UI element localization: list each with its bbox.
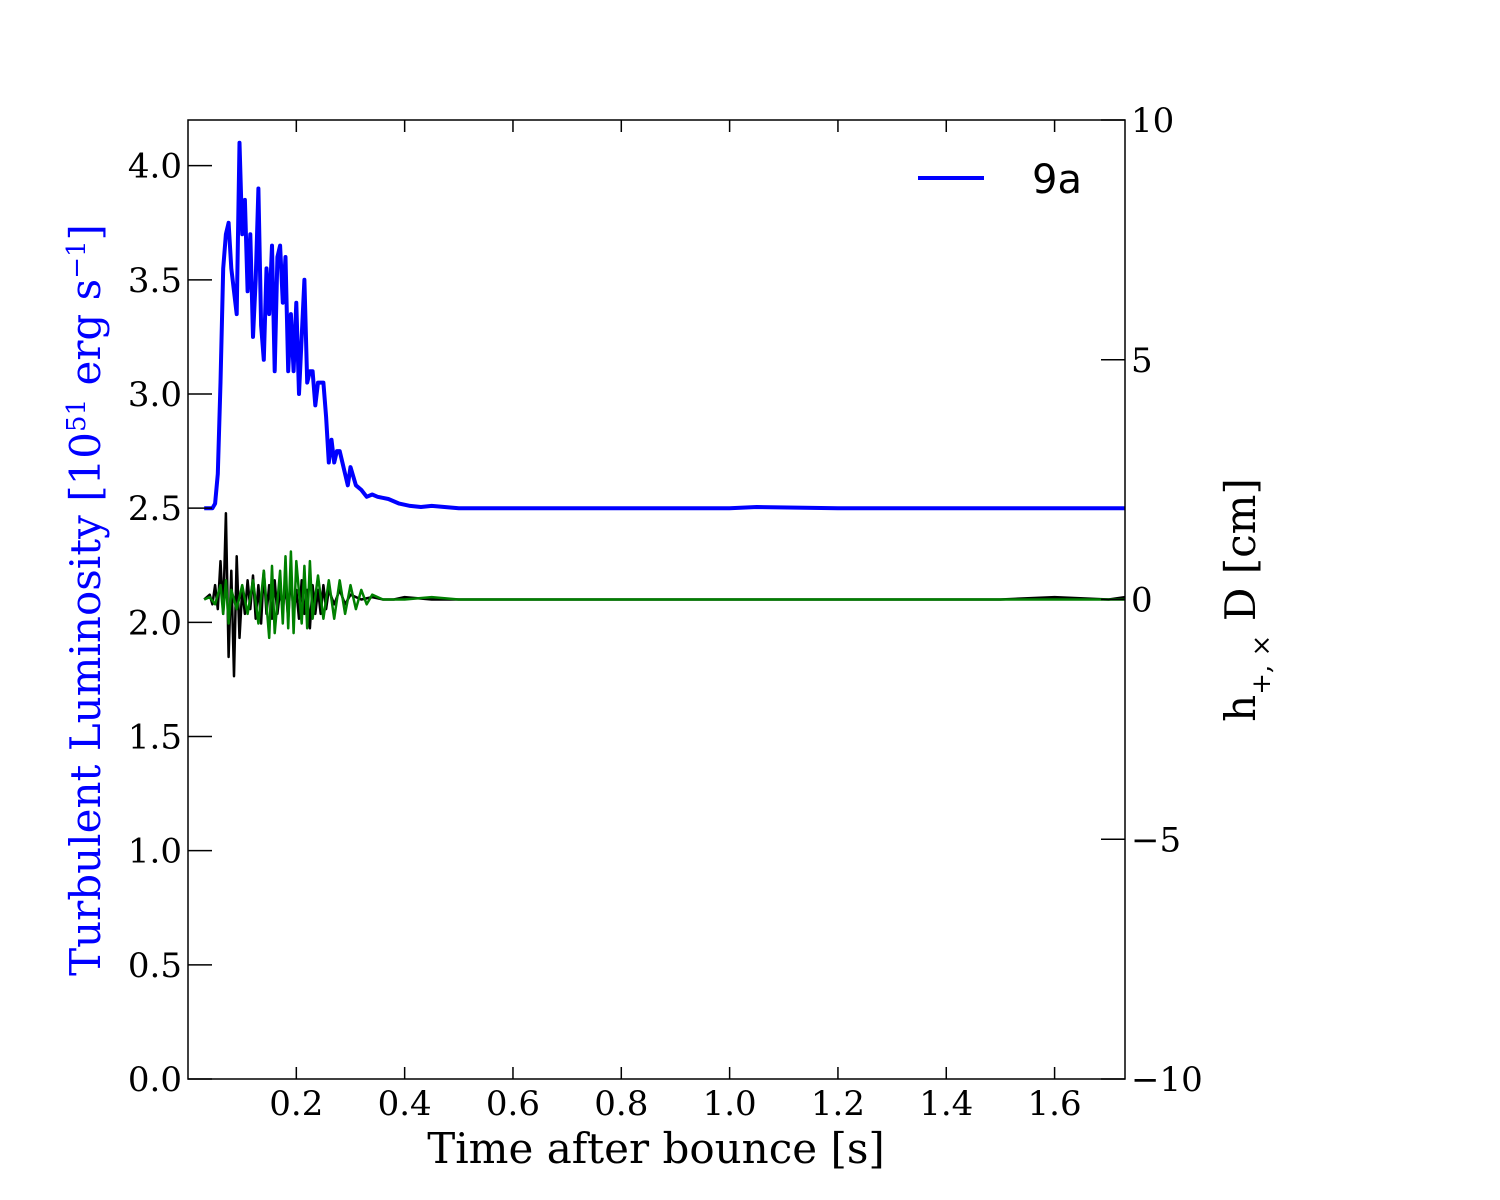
x-axis-label: Time after bounce [s] [427,1124,885,1173]
y-left-ticks: 0.0 0.5 1.0 1.5 2.0 2.5 3.0 3.5 4.0 [128,147,212,1100]
y-left-tick-label: 2.5 [128,489,182,529]
y-right-tick-label: −5 [1131,820,1181,860]
y-right-tick-label: −10 [1131,1060,1203,1100]
legend: 9a [918,157,1082,203]
series-line-9a [204,140,1125,511]
x-ticks: 0.2 0.4 0.6 0.8 1.0 1.2 1.4 1.6 [269,120,1082,1124]
y-left-tick-label: 2.0 [128,603,182,643]
y-left-tick-label: 4.0 [128,147,182,187]
y-right-tick-label: 10 [1131,101,1174,141]
legend-label: 9a [1032,157,1082,203]
y-axis-left-label: Turbulent Luminosity [1051 erg s−1] [61,224,110,976]
y-left-tick-label: 3.5 [128,261,182,301]
series-layer [203,140,1126,678]
x-tick-label: 1.2 [811,1084,865,1124]
x-tick-label: 0.2 [269,1084,323,1124]
y-left-tick-label: 1.5 [128,718,182,758]
x-tick-label: 1.0 [703,1084,757,1124]
y-left-tick-label: 0.5 [128,946,182,986]
y-left-tick-label: 0.0 [128,1060,182,1100]
y-right-tick-label: 5 [1131,341,1153,381]
x-tick-label: 0.6 [486,1084,540,1124]
x-tick-label: 1.6 [1028,1084,1082,1124]
x-tick-label: 0.8 [594,1084,648,1124]
y-left-tick-label: 1.0 [128,832,182,872]
y-axis-right-label: h+, × D [cm] [1216,478,1277,722]
y-left-tick-label: 3.0 [128,375,182,415]
x-tick-label: 0.4 [378,1084,432,1124]
y-right-ticks: −10 −5 0 5 10 [1101,101,1203,1100]
series-line-h-cross [203,550,1125,640]
y-right-tick-label: 0 [1131,581,1153,621]
x-tick-label: 1.4 [919,1084,973,1124]
